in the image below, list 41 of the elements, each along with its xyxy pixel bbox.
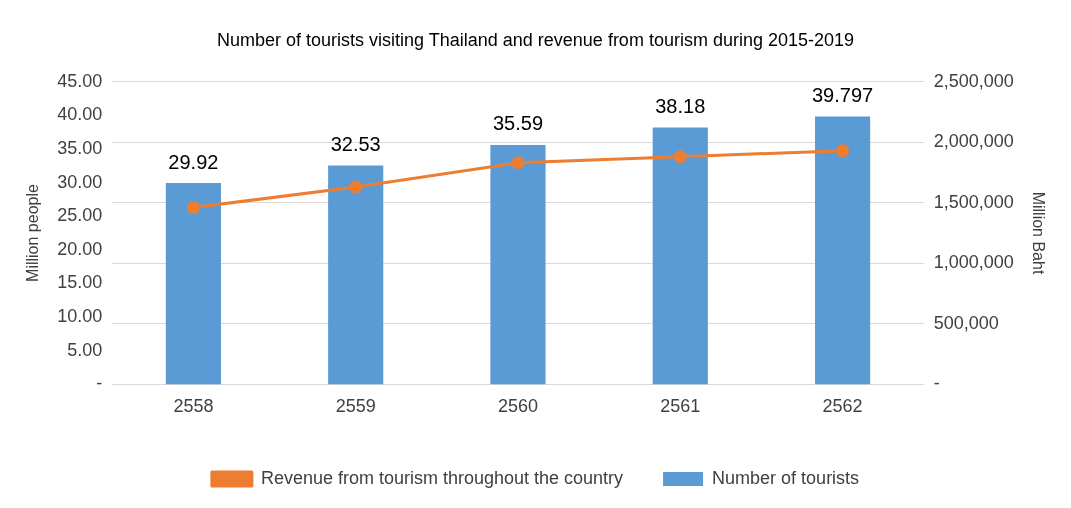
x-tick-label: 2558 bbox=[173, 396, 214, 417]
point bbox=[836, 144, 850, 158]
data-label: 35.59 bbox=[492, 112, 544, 135]
y-tick-label: 10.00 bbox=[57, 306, 103, 327]
y-tick-label: 45.00 bbox=[57, 70, 103, 91]
y-tick-label: 20.00 bbox=[57, 238, 103, 259]
point bbox=[349, 180, 363, 194]
y-axis-title: Million people bbox=[24, 183, 42, 282]
y2-tick-label: 500,000 bbox=[933, 312, 999, 333]
point bbox=[511, 156, 525, 170]
point bbox=[673, 150, 687, 164]
y2-tick-label: 2,500,000 bbox=[933, 70, 1014, 91]
legend-label: Revenue from tourism throughout the country bbox=[260, 467, 624, 488]
y2-tick-label: 1,500,000 bbox=[933, 191, 1014, 212]
y2-tick-label: 2,000,000 bbox=[933, 131, 1014, 152]
point bbox=[186, 201, 200, 215]
y-tick-label: 15.00 bbox=[57, 272, 103, 293]
bar bbox=[814, 116, 871, 385]
y2-tick-label: - bbox=[933, 373, 940, 394]
chart-title: Number of tourists visiting Thailand and revenue from tourism during 2015-2019 bbox=[216, 29, 855, 50]
y-tick-label: 40.00 bbox=[57, 104, 103, 125]
bar bbox=[652, 127, 708, 385]
data-label: 38.18 bbox=[655, 95, 706, 118]
y-tick-label: - bbox=[96, 373, 103, 394]
y-tick-label: 5.00 bbox=[67, 339, 103, 360]
data-label: 29.92 bbox=[168, 150, 219, 173]
bar bbox=[490, 144, 546, 385]
bar bbox=[165, 183, 221, 385]
data-label: 39.797 bbox=[811, 84, 874, 107]
bar bbox=[328, 165, 384, 385]
y2-tick-label: 1,000,000 bbox=[933, 252, 1014, 273]
x-tick-label: 2560 bbox=[497, 396, 539, 417]
x-tick-label: 2562 bbox=[822, 396, 863, 417]
legend-label: Number of tourists bbox=[712, 467, 860, 488]
x-tick-label: 2561 bbox=[660, 396, 701, 417]
x-tick-label: 2559 bbox=[335, 396, 376, 417]
y-tick-label: 35.00 bbox=[57, 137, 103, 158]
y2-axis-title: Million Baht bbox=[1029, 191, 1047, 275]
data-label: 32.53 bbox=[330, 133, 381, 156]
y-tick-label: 25.00 bbox=[57, 205, 103, 226]
y-tick-label: 30.00 bbox=[57, 171, 103, 192]
